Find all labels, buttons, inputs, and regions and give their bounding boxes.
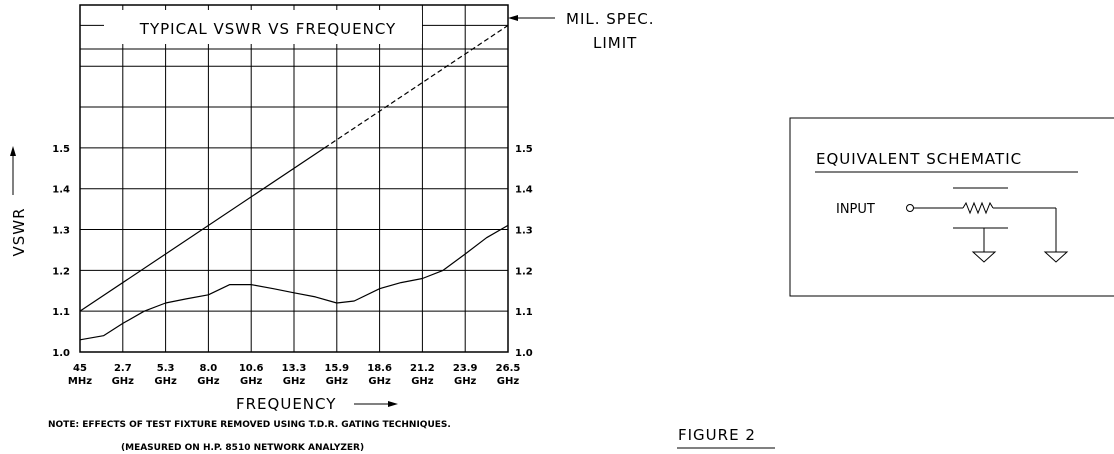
chart-frame xyxy=(79,4,509,353)
resistor-icon xyxy=(962,201,994,215)
figure-label: FIGURE 2 xyxy=(678,426,756,444)
y-axis-label: VSWR xyxy=(10,207,28,256)
y-axis-arrow xyxy=(10,146,16,195)
mil-spec-label: MIL. SPEC. xyxy=(566,10,655,28)
vswr-chart: TYPICAL VSWR VS FREQUENCY 1.01.11.21.31.… xyxy=(10,4,655,453)
x-tick-unit: GHz xyxy=(112,376,135,387)
x-tick-label: 21.2 xyxy=(410,363,435,374)
x-tick-unit: GHz xyxy=(240,376,263,387)
x-tick-label: 8.0 xyxy=(200,363,218,374)
y-tick-label: 1.0 xyxy=(52,348,70,359)
x-tick-unit: GHz xyxy=(497,376,520,387)
x-tick-label: 10.6 xyxy=(239,363,264,374)
x-tick-unit: GHz xyxy=(197,376,220,387)
x-tick-unit: GHz xyxy=(154,376,177,387)
x-tick-label: 13.3 xyxy=(282,363,307,374)
measured-vswr-line xyxy=(79,224,509,341)
y-tick-label-right: 1.1 xyxy=(515,307,533,318)
mil-spec-label-2: LIMIT xyxy=(593,34,637,52)
y-tick-label-right: 1.3 xyxy=(515,226,533,237)
ground-icon-2 xyxy=(1043,251,1069,263)
y-tick-label: 1.4 xyxy=(52,185,70,196)
x-tick-label: 18.6 xyxy=(367,363,392,374)
x-tick-unit: GHz xyxy=(411,376,434,387)
y-tick-label: 1.2 xyxy=(52,266,70,277)
y-tick-label-right: 1.4 xyxy=(515,185,533,196)
mil-spec-limit-line-dashed xyxy=(324,24,509,149)
schematic-frame xyxy=(789,117,1114,297)
y-tick-label: 1.5 xyxy=(52,144,70,155)
y-tick-label: 1.3 xyxy=(52,226,70,237)
x-tick-label: 2.7 xyxy=(114,363,132,374)
x-tick-label: 5.3 xyxy=(157,363,175,374)
y-ticks-right: 1.0 1.1 1.2 1.3 1.4 1.5 xyxy=(515,144,533,359)
x-axis-arrow xyxy=(354,401,398,407)
attenuator-circuit xyxy=(906,187,1069,263)
mil-spec-arrow xyxy=(508,15,555,21)
chart-grid xyxy=(80,5,508,352)
input-terminal xyxy=(906,204,914,212)
x-tick-unit: GHz xyxy=(368,376,391,387)
ground-icon xyxy=(971,251,997,263)
mil-spec-limit-line xyxy=(79,147,325,312)
schematic-title: EQUIVALENT SCHEMATIC xyxy=(816,150,1022,168)
x-tick-unit: GHz xyxy=(283,376,306,387)
x-tick-unit: GHz xyxy=(326,376,349,387)
x-tick-unit: MHz xyxy=(68,376,92,387)
x-tick-label: 45 xyxy=(73,363,87,374)
x-tick-unit: GHz xyxy=(454,376,477,387)
x-tick-label: 26.5 xyxy=(496,363,521,374)
x-axis-label: FREQUENCY xyxy=(236,395,336,413)
series-layer xyxy=(79,24,509,341)
x-ticks: 45 MHz 2.7 GHz 5.3 GHz 8.0 GHz 10.6 GHz 13.3 GHz 15.… xyxy=(68,363,520,387)
note-text-2: (MEASURED ON H.P. 8510 NETWORK ANALYZER) xyxy=(121,443,364,453)
y-tick-label-right: 1.5 xyxy=(515,144,533,155)
schematic-input-label: INPUT xyxy=(836,202,875,217)
x-tick-label: 23.9 xyxy=(453,363,478,374)
title-backdrop xyxy=(104,10,422,44)
chart-title: TYPICAL VSWR VS FREQUENCY xyxy=(139,20,396,38)
y-tick-label-right: 1.2 xyxy=(515,266,533,277)
y-tick-label-right: 1.0 xyxy=(515,348,533,359)
y-ticks-left: 1.0 1.1 1.2 1.3 1.4 1.5 xyxy=(52,144,70,359)
equivalent-schematic: EQUIVALENT SCHEMATIC INPUT xyxy=(789,117,1114,297)
note-text: NOTE: EFFECTS OF TEST FIXTURE REMOVED US… xyxy=(48,420,451,430)
x-tick-label: 15.9 xyxy=(324,363,349,374)
y-tick-label: 1.1 xyxy=(52,307,70,318)
